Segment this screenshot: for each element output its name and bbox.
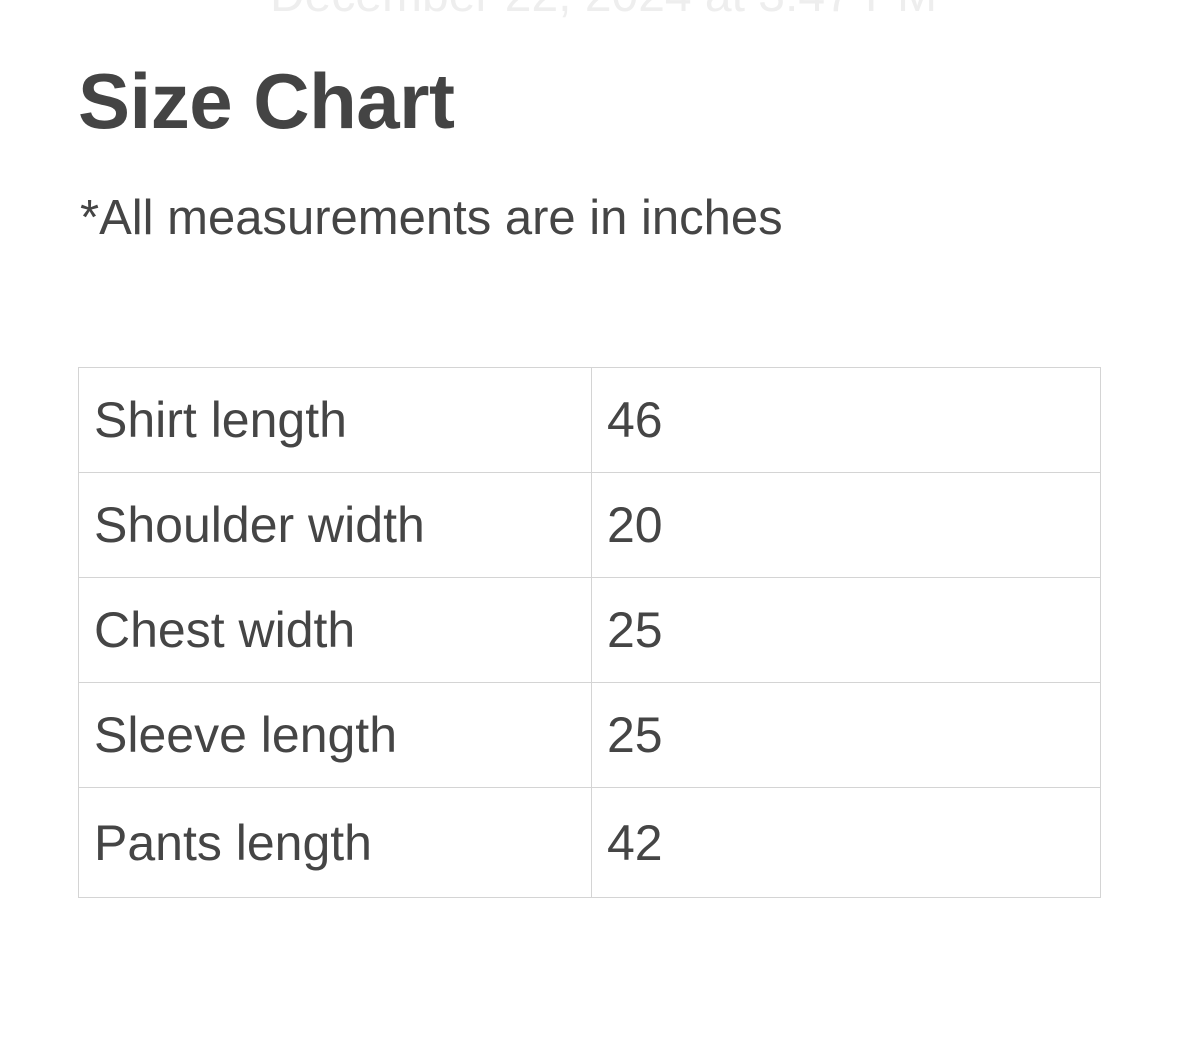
size-table: Shirt length 46 Shoulder width 20 Chest widt…: [78, 367, 1101, 898]
measurement-name: Chest width: [78, 577, 592, 683]
table-row: Shoulder width 20: [78, 472, 1101, 578]
table-row: Chest width 25: [78, 577, 1101, 683]
timestamp: December 22, 2024 at 3:47 PM: [270, 0, 937, 23]
measurement-name: Pants length: [78, 787, 592, 898]
measurement-value: 25: [591, 682, 1101, 788]
measurement-value: 46: [591, 367, 1101, 473]
table-row: Pants length 42: [78, 787, 1101, 898]
note: *All measurements are in inches: [80, 191, 783, 245]
measurement-value: 42: [591, 787, 1101, 898]
measurement-name: Shirt length: [78, 367, 592, 473]
measurement-name: Shoulder width: [78, 472, 592, 578]
title: Size Chart: [78, 57, 455, 145]
measurement-value: 25: [591, 577, 1101, 683]
measurement-name: Sleeve length: [78, 682, 592, 788]
table-row: Sleeve length 25: [78, 682, 1101, 788]
measurement-value: 20: [591, 472, 1101, 578]
table-row: Shirt length 46: [78, 367, 1101, 473]
